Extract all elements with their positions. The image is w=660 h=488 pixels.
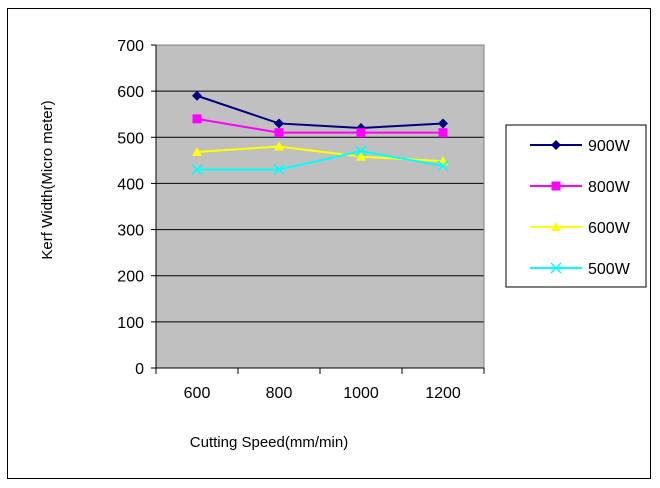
data-point — [273, 164, 285, 176]
legend-marker — [551, 140, 561, 150]
data-point — [192, 147, 202, 157]
y-tick-label: 300 — [117, 223, 144, 240]
y-tick-label: 600 — [117, 84, 144, 101]
data-point — [274, 141, 284, 151]
legend-label: 600W — [588, 220, 631, 237]
data-point — [191, 164, 203, 176]
legend-item: 600W — [530, 220, 631, 237]
legend-item: 500W — [530, 261, 631, 278]
data-point — [192, 90, 202, 101]
y-tick-label: 100 — [117, 315, 144, 332]
legend-marker — [550, 262, 562, 274]
data-point — [356, 151, 366, 161]
data-point — [437, 160, 449, 172]
series-line — [196, 94, 444, 130]
y-tick-label: 0 — [135, 361, 144, 378]
series-3 — [191, 145, 449, 176]
x-axis-title: Cutting Speed(mm/min) — [190, 434, 348, 451]
legend-marker — [551, 181, 561, 191]
series-line — [197, 150, 444, 171]
data-point — [438, 118, 448, 129]
legend-item: 800W — [530, 179, 631, 196]
y-tick-label: 500 — [117, 130, 144, 147]
y-axis-title: Kerf Width(Micro meter) — [39, 100, 56, 259]
plot-area — [156, 45, 484, 368]
legend-marker — [551, 222, 561, 231]
y-tick-label: 400 — [117, 176, 144, 193]
axes — [151, 44, 485, 374]
data-point — [438, 128, 448, 138]
x-tick-label: 600 — [184, 385, 211, 402]
legend-label: 900W — [588, 138, 631, 155]
y-tick-label: 700 — [117, 38, 144, 55]
legend-label: 800W — [588, 179, 631, 196]
legend-item: 900W — [530, 138, 631, 155]
data-point — [274, 118, 284, 129]
x-tick-label: 1000 — [343, 385, 379, 402]
legend: 900W 800W 600W 500W — [505, 124, 647, 288]
series-group — [191, 90, 449, 176]
series-1 — [192, 114, 448, 138]
data-point — [356, 128, 366, 138]
legend-box — [505, 124, 647, 288]
y-tick-label: 200 — [117, 269, 144, 286]
x-tick-labels: 600 800 1000 1200 — [184, 385, 461, 402]
data-point — [192, 114, 202, 124]
series-line — [196, 117, 443, 134]
x-tick-label: 800 — [266, 385, 293, 402]
x-tick-label: 1200 — [425, 385, 461, 402]
data-point — [355, 145, 367, 157]
y-tick-labels: 0 100 200 300 400 500 600 700 — [117, 38, 144, 378]
legend-label: 500W — [588, 261, 631, 278]
data-point — [274, 128, 284, 138]
